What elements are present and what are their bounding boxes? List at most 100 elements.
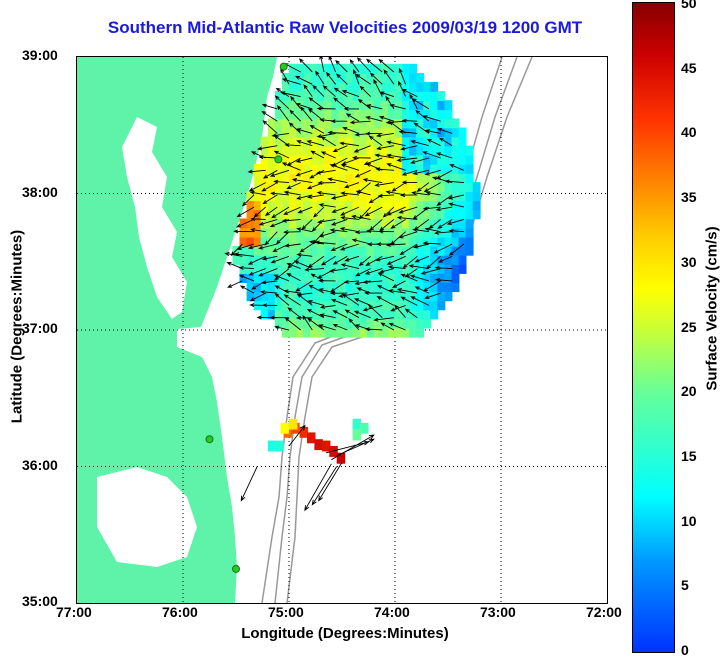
velocity-cell [409, 273, 417, 283]
velocity-arrow [412, 169, 430, 175]
velocity-cell [260, 291, 269, 302]
velocity-cell [303, 145, 311, 156]
velocity-cell [317, 118, 326, 129]
velocity-cell [275, 440, 284, 452]
velocity-cell [267, 136, 276, 147]
x-tick-label: 75:00 [268, 604, 304, 620]
velocity-arrow [365, 116, 383, 122]
velocity-cell [289, 127, 297, 138]
velocity-cell [402, 254, 410, 265]
velocity-cell [267, 236, 276, 247]
velocity-cell [402, 282, 410, 293]
y-tick-label: 36:00 [22, 456, 58, 473]
velocity-cell [345, 264, 354, 274]
velocity-arrow [409, 93, 418, 110]
velocity-cell [380, 300, 389, 311]
velocity-cell [352, 273, 361, 283]
velocity-cell [402, 327, 410, 338]
velocity-arrow [327, 130, 348, 135]
velocity-cell [409, 109, 417, 120]
velocity-arrow [249, 292, 266, 302]
velocity-cell [289, 327, 297, 338]
velocity-arrow [227, 280, 243, 288]
velocity-arrow [410, 157, 430, 164]
velocity-arrow [416, 182, 430, 193]
velocity-cell [246, 273, 255, 283]
velocity-cell [395, 63, 403, 74]
velocity-arrow [256, 145, 278, 151]
velocity-cell [289, 191, 297, 202]
velocity-cell [310, 209, 319, 220]
velocity-arrow [385, 120, 406, 125]
velocity-arrow [376, 132, 394, 138]
velocity-cell [366, 163, 375, 174]
velocity-cell [423, 118, 432, 129]
velocity-cell [281, 109, 290, 120]
velocity-cell [289, 136, 297, 147]
velocity-cell [465, 163, 474, 174]
velocity-cell [430, 200, 439, 211]
velocity-arrow [369, 72, 383, 85]
velocity-cell [274, 309, 283, 320]
velocity-cell [402, 300, 410, 311]
velocity-cell [395, 264, 403, 274]
velocity-cell [458, 136, 467, 147]
velocity-arrow [391, 280, 406, 288]
velocity-arrow [356, 182, 371, 195]
velocity-cell [416, 154, 425, 165]
velocity-cell [253, 291, 262, 302]
velocity-cell [359, 127, 368, 138]
velocity-cell [274, 91, 283, 101]
velocity-arrow [331, 434, 375, 461]
velocity-cell [352, 264, 361, 274]
velocity-arrow [247, 243, 266, 250]
velocity-cell [444, 136, 453, 147]
velocity-cell [380, 63, 389, 74]
velocity-cell [281, 218, 290, 229]
velocity-arrow [354, 169, 371, 178]
velocity-arrow [233, 229, 255, 234]
velocity-cell [409, 118, 417, 129]
colorbar [632, 2, 675, 653]
velocity-cell [338, 109, 347, 120]
velocity-cell [359, 291, 368, 302]
velocity-arrow [354, 298, 371, 306]
velocity-cell [331, 173, 340, 183]
velocity-cell [338, 136, 347, 147]
velocity-cell [303, 173, 311, 183]
velocity-arrow [258, 218, 278, 226]
velocity-cell [402, 82, 410, 92]
velocity-cell [395, 236, 403, 247]
velocity-arrow [241, 194, 255, 207]
velocity-cell [310, 118, 319, 129]
velocity-arrow [365, 131, 383, 136]
velocity-cell [444, 191, 453, 202]
velocity-cell [338, 72, 347, 83]
velocity-cell [246, 245, 255, 256]
velocity-cell [366, 182, 375, 192]
velocity-arrow [436, 127, 453, 134]
velocity-cell [430, 254, 439, 265]
velocity-arrow [401, 180, 418, 185]
velocity-cell [267, 145, 276, 156]
velocity-cell [338, 173, 347, 183]
velocity-cell [338, 309, 347, 320]
velocity-arrow [261, 182, 278, 192]
velocity-arrow [378, 58, 395, 73]
velocity-cell [373, 136, 382, 147]
velocity-arrow [330, 291, 348, 296]
velocity-arrow [253, 206, 266, 218]
velocity-cell [331, 82, 340, 92]
velocity-cell [274, 209, 283, 220]
velocity-arrow [333, 87, 348, 97]
velocity-cell [402, 63, 410, 74]
velocity-cell [281, 82, 290, 92]
velocity-cell [359, 82, 368, 92]
velocity-cell [345, 200, 354, 211]
velocity-cell [324, 154, 333, 165]
velocity-arrow [261, 103, 278, 110]
velocity-cell [352, 191, 361, 202]
velocity-cell [331, 254, 340, 265]
velocity-cell [430, 145, 439, 156]
velocity-cell [472, 200, 481, 211]
